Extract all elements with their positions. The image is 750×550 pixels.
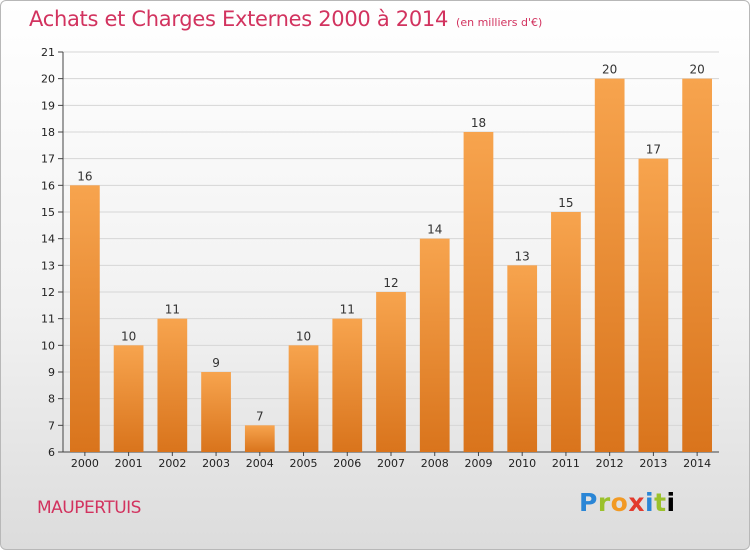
y-tick-label: 18	[41, 126, 55, 139]
data-label: 9	[212, 356, 220, 370]
bar	[157, 318, 188, 452]
logo-letter: r	[597, 488, 611, 517]
data-label: 20	[689, 63, 704, 77]
bar	[551, 212, 581, 452]
data-labels: 16 10 11 9 7 10 11 12 14 18 13 15 20 17 20	[77, 63, 705, 424]
data-label: 11	[340, 303, 355, 317]
chart-title: Achats et Charges Externes 2000 à 2014 (e…	[29, 7, 542, 31]
data-label: 10	[121, 329, 136, 343]
y-tick-label: 16	[41, 179, 55, 192]
data-label: 11	[165, 303, 180, 317]
bars	[69, 78, 713, 453]
x-tick-label: 2014	[683, 457, 711, 470]
town-name: MAUPERTUIS	[37, 498, 141, 518]
x-tick-label: 2013	[639, 457, 667, 470]
bar	[594, 78, 625, 453]
bar	[638, 158, 669, 452]
bar	[332, 318, 363, 452]
data-label: 18	[471, 116, 486, 130]
y-tick-label: 20	[41, 73, 55, 86]
data-label: 16	[77, 169, 92, 183]
y-tick-label: 21	[41, 46, 55, 59]
data-label: 17	[646, 143, 661, 157]
y-tick-label: 17	[41, 153, 55, 166]
x-tick-label: 2012	[596, 457, 624, 470]
y-tick-label: 7	[48, 419, 55, 432]
bar	[376, 292, 406, 452]
bar	[507, 265, 538, 452]
x-tick-label: 2008	[421, 457, 449, 470]
bar	[201, 372, 231, 452]
x-tick-label: 2009	[464, 457, 492, 470]
data-label: 10	[296, 329, 311, 343]
y-tick-label: 6	[48, 446, 55, 459]
x-tick-label: 2010	[508, 457, 536, 470]
y-tick-label: 11	[41, 313, 55, 326]
bar	[288, 345, 319, 452]
data-label: 20	[602, 63, 617, 77]
logo-letter: i	[645, 488, 655, 517]
logo-letter: x	[628, 488, 645, 517]
y-tick-label: 13	[41, 259, 55, 272]
y-tick-label: 15	[41, 206, 55, 219]
y-tick-label: 19	[41, 99, 55, 112]
x-tick-label: 2001	[115, 457, 143, 470]
bar	[682, 78, 713, 453]
data-label: 12	[383, 276, 398, 290]
x-tick-label: 2005	[290, 457, 318, 470]
y-tick-label: 12	[41, 286, 55, 299]
x-tick-label: 2006	[333, 457, 361, 470]
bar	[244, 425, 275, 452]
x-tick-label: 2002	[158, 457, 186, 470]
logo-letter: o	[610, 488, 629, 517]
bar	[69, 185, 100, 453]
y-tick-label: 9	[48, 366, 55, 379]
x-tick-label: 2003	[202, 457, 230, 470]
data-label: 13	[515, 249, 530, 263]
logo-letter: i	[666, 488, 676, 517]
bar	[113, 345, 144, 452]
proxiti-logo: Proxiti	[579, 488, 676, 517]
x-tick-label: 2007	[377, 457, 405, 470]
bar	[463, 132, 494, 452]
x-axis-ticks: 2000 2001 2002 2003 2004 2005 2006 2007 2008 2009…	[71, 452, 711, 470]
data-label: 14	[427, 223, 442, 237]
title-text: Achats et Charges Externes 2000 à 2014	[29, 7, 449, 31]
logo-letter: t	[654, 488, 667, 517]
x-tick-label: 2004	[246, 457, 274, 470]
title-unit: (en milliers d'€)	[456, 16, 543, 29]
bar	[419, 238, 450, 452]
logo-letter: P	[579, 488, 598, 517]
y-tick-label: 14	[41, 233, 55, 246]
y-tick-label: 8	[48, 393, 55, 406]
x-tick-label: 2011	[552, 457, 580, 470]
x-tick-label: 2000	[71, 457, 99, 470]
data-label: 15	[558, 196, 573, 210]
data-label: 7	[256, 409, 264, 423]
y-tick-label: 10	[41, 339, 55, 352]
